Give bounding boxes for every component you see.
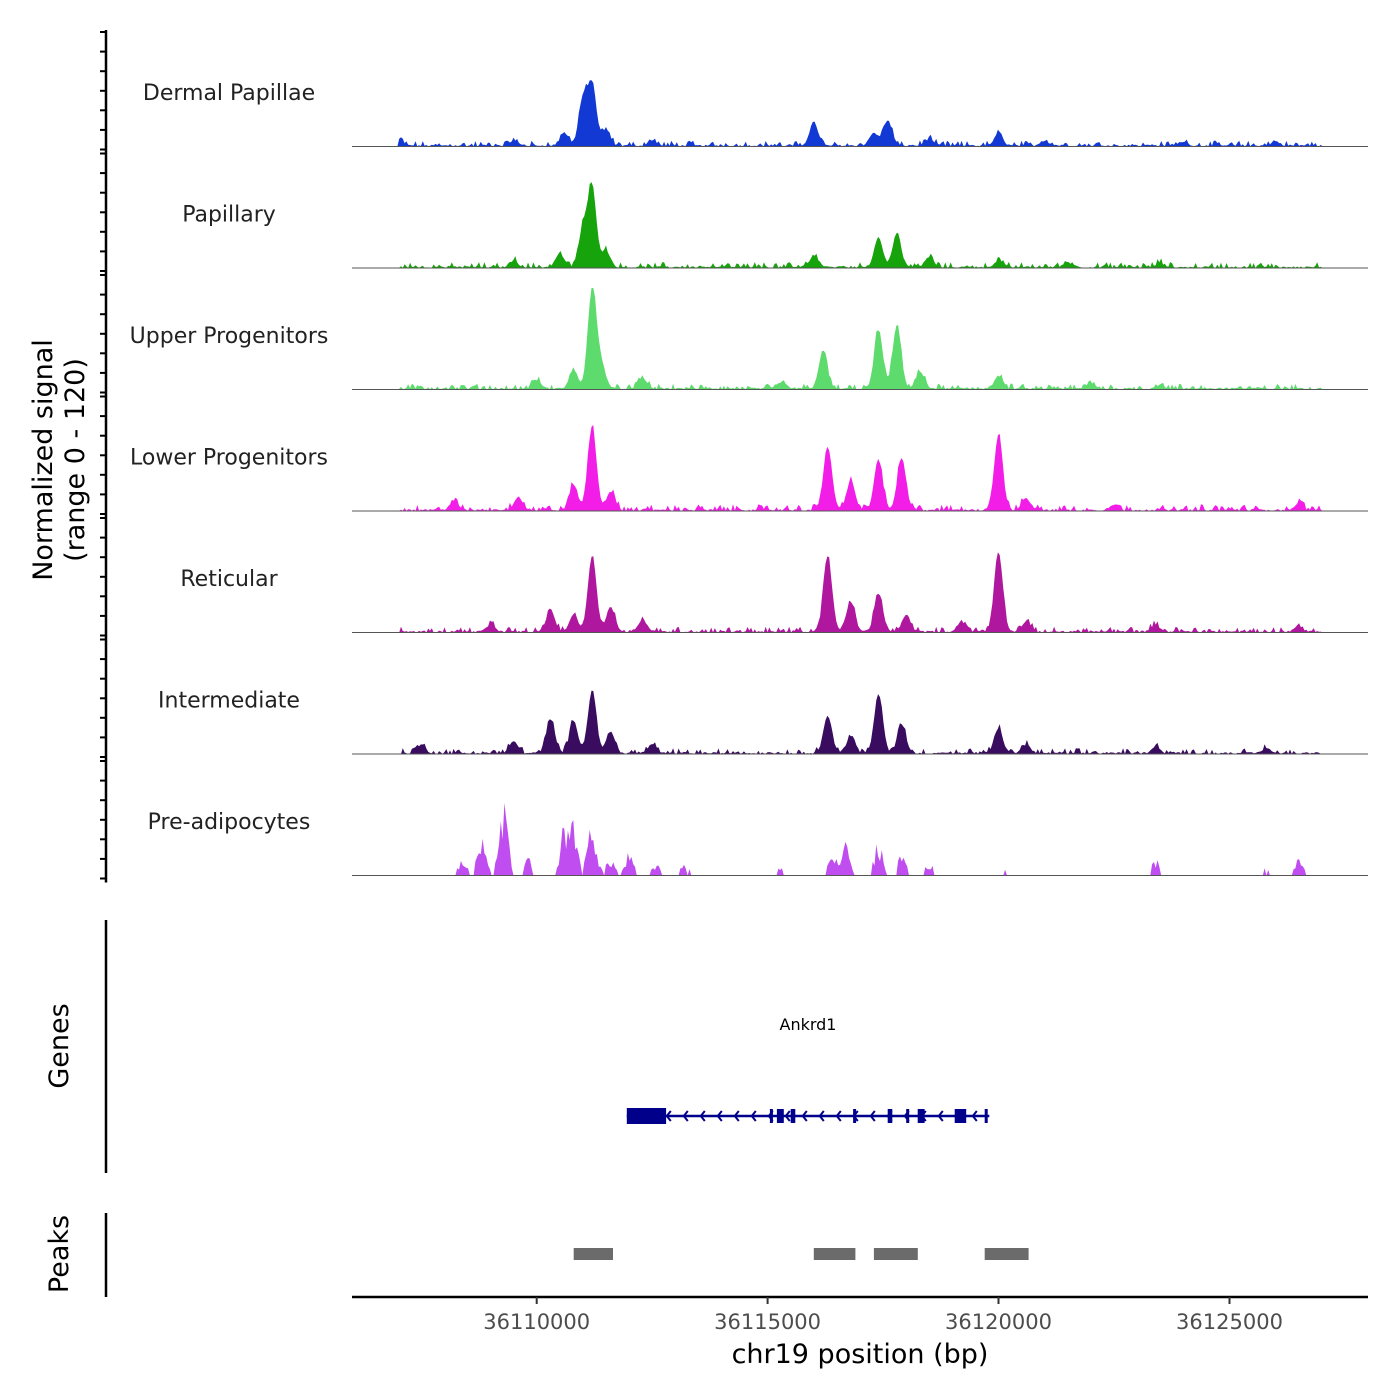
peak-region bbox=[813, 1248, 856, 1260]
signal-area bbox=[352, 182, 1368, 268]
strand-arrow bbox=[699, 1110, 706, 1122]
strand-arrow bbox=[733, 1110, 740, 1122]
x-tick-label: 36115000 bbox=[714, 1310, 821, 1334]
peak-regions bbox=[573, 1248, 1029, 1260]
signal-area bbox=[352, 425, 1368, 511]
track-label: Lower Progenitors bbox=[130, 446, 328, 471]
y-axis-title-line-1: Normalized signal bbox=[28, 339, 59, 581]
strand-arrow bbox=[750, 1110, 757, 1122]
track-label: Pre-adipocytes bbox=[148, 810, 311, 835]
strand-arrow bbox=[835, 1110, 842, 1122]
track-label: Dermal Papillae bbox=[143, 81, 315, 106]
peak-region bbox=[873, 1248, 918, 1260]
strand-arrow bbox=[716, 1110, 723, 1122]
gene-exon bbox=[954, 1109, 967, 1123]
strand-arrow bbox=[818, 1110, 825, 1122]
gene-name: Ankrd1 bbox=[780, 1015, 837, 1034]
x-axis-ticks: 36110000 36115000 36120000 36125000 bbox=[483, 1297, 1283, 1334]
track-pre-adipocytes: Pre-adipocytes bbox=[148, 802, 1368, 876]
track-intermediate: Intermediate bbox=[158, 689, 1368, 755]
signal-area bbox=[352, 552, 1368, 633]
peak-region bbox=[984, 1248, 1029, 1260]
signal-area bbox=[352, 802, 1368, 876]
strand-arrow bbox=[971, 1110, 978, 1122]
genes-panel-title: Genes bbox=[44, 1003, 75, 1088]
strand-arrow bbox=[665, 1110, 672, 1122]
gene-exon bbox=[776, 1109, 784, 1123]
signal-area bbox=[352, 80, 1368, 147]
track-papillary: Papillary bbox=[182, 182, 1368, 269]
gene-exon bbox=[769, 1109, 773, 1123]
track-dermal-papillae: Dermal Papillae bbox=[143, 80, 1368, 147]
track-label: Papillary bbox=[182, 203, 276, 228]
strand-arrow bbox=[937, 1110, 944, 1122]
gene-ankrd1: Ankrd1 bbox=[626, 1015, 990, 1124]
gene-exon bbox=[887, 1109, 893, 1123]
strand-arrow bbox=[784, 1110, 791, 1122]
x-axis-title: chr19 position (bp) bbox=[732, 1339, 989, 1370]
track-label: Intermediate bbox=[158, 689, 300, 714]
track-label: Upper Progenitors bbox=[130, 324, 329, 349]
strand-arrow bbox=[869, 1110, 876, 1122]
track-label: Reticular bbox=[180, 567, 278, 592]
signal-area bbox=[352, 690, 1368, 754]
track-reticular: Reticular bbox=[180, 552, 1368, 633]
track-lower-progenitors: Lower Progenitors bbox=[130, 425, 1368, 512]
signal-axis bbox=[100, 30, 108, 883]
gene-exon bbox=[790, 1109, 796, 1123]
x-tick-label: 36125000 bbox=[1176, 1310, 1283, 1334]
track-upper-progenitors: Upper Progenitors bbox=[130, 288, 1368, 390]
peaks-panel-title: Peaks bbox=[44, 1215, 75, 1293]
coverage-tracks: Dermal Papillae Papillary Upper Progenitor… bbox=[130, 80, 1368, 876]
peak-region bbox=[573, 1248, 613, 1260]
x-tick-label: 36120000 bbox=[945, 1310, 1052, 1334]
gene-models: Ankrd1 bbox=[626, 1015, 990, 1124]
x-tick-label: 36110000 bbox=[483, 1310, 590, 1334]
y-axis-title-line-2: (range 0 - 120) bbox=[60, 358, 91, 562]
gene-exon bbox=[984, 1109, 988, 1123]
signal-area bbox=[352, 288, 1368, 390]
y-axis-title: Normalized signal (range 0 - 120) bbox=[28, 339, 91, 581]
gene-exon bbox=[906, 1109, 910, 1123]
strand-arrow bbox=[801, 1110, 808, 1122]
gene-exon bbox=[626, 1108, 667, 1124]
strand-arrow bbox=[682, 1110, 689, 1122]
gene-exon bbox=[917, 1109, 925, 1123]
gene-exon bbox=[853, 1109, 857, 1123]
